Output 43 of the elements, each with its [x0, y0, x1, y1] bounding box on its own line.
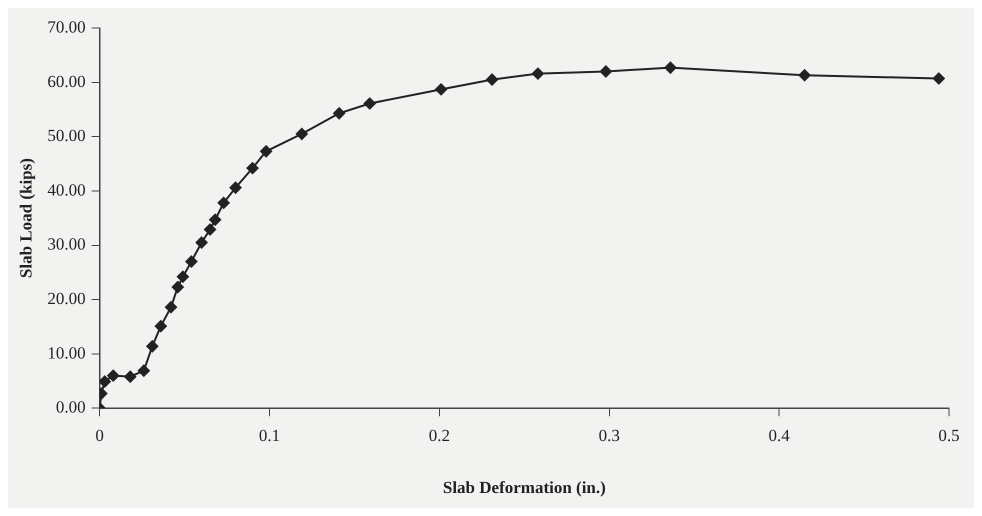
- point: [185, 256, 198, 268]
- x-tick-label: 0.5: [938, 426, 960, 445]
- point: [164, 301, 177, 314]
- y-tick-label: 60.00: [47, 72, 86, 91]
- point: [532, 68, 544, 80]
- x-tick-label: 0.2: [428, 426, 450, 445]
- point: [172, 281, 184, 294]
- point: [138, 364, 150, 377]
- point: [333, 107, 346, 120]
- point: [664, 62, 676, 74]
- y-tick-label: 10.00: [47, 343, 86, 362]
- point: [176, 270, 189, 283]
- y-tick-label: 0.00: [56, 398, 86, 417]
- x-tick-label: 0: [95, 426, 104, 445]
- point: [218, 196, 230, 209]
- point: [600, 65, 612, 78]
- x-tick-label: 0.3: [598, 426, 620, 445]
- point: [486, 74, 498, 86]
- y-tick-label: 70.00: [47, 17, 86, 36]
- point: [100, 376, 111, 388]
- point: [154, 320, 167, 332]
- point: [124, 370, 136, 383]
- point: [204, 224, 216, 236]
- point: [932, 72, 945, 85]
- point: [107, 370, 120, 382]
- point: [798, 69, 811, 82]
- x-axis-title: Slab Deformation (in.): [442, 478, 606, 498]
- point: [209, 214, 222, 226]
- point: [260, 145, 272, 158]
- point: [435, 83, 448, 96]
- point: [146, 340, 158, 352]
- y-tick-label: 40.00: [47, 180, 86, 200]
- y-tick-label: 30.00: [47, 234, 86, 254]
- x-tick-label: 0.1: [258, 426, 280, 445]
- point: [296, 128, 308, 140]
- point: [246, 162, 259, 174]
- point: [364, 97, 376, 110]
- point: [196, 236, 208, 249]
- y-tick-label: 50.00: [47, 126, 86, 146]
- y-axis-title: Slab Load (kips): [16, 158, 36, 278]
- point: [230, 182, 242, 194]
- x-tick-label: 0.4: [768, 426, 790, 445]
- y-tick-label: 20.00: [47, 289, 86, 308]
